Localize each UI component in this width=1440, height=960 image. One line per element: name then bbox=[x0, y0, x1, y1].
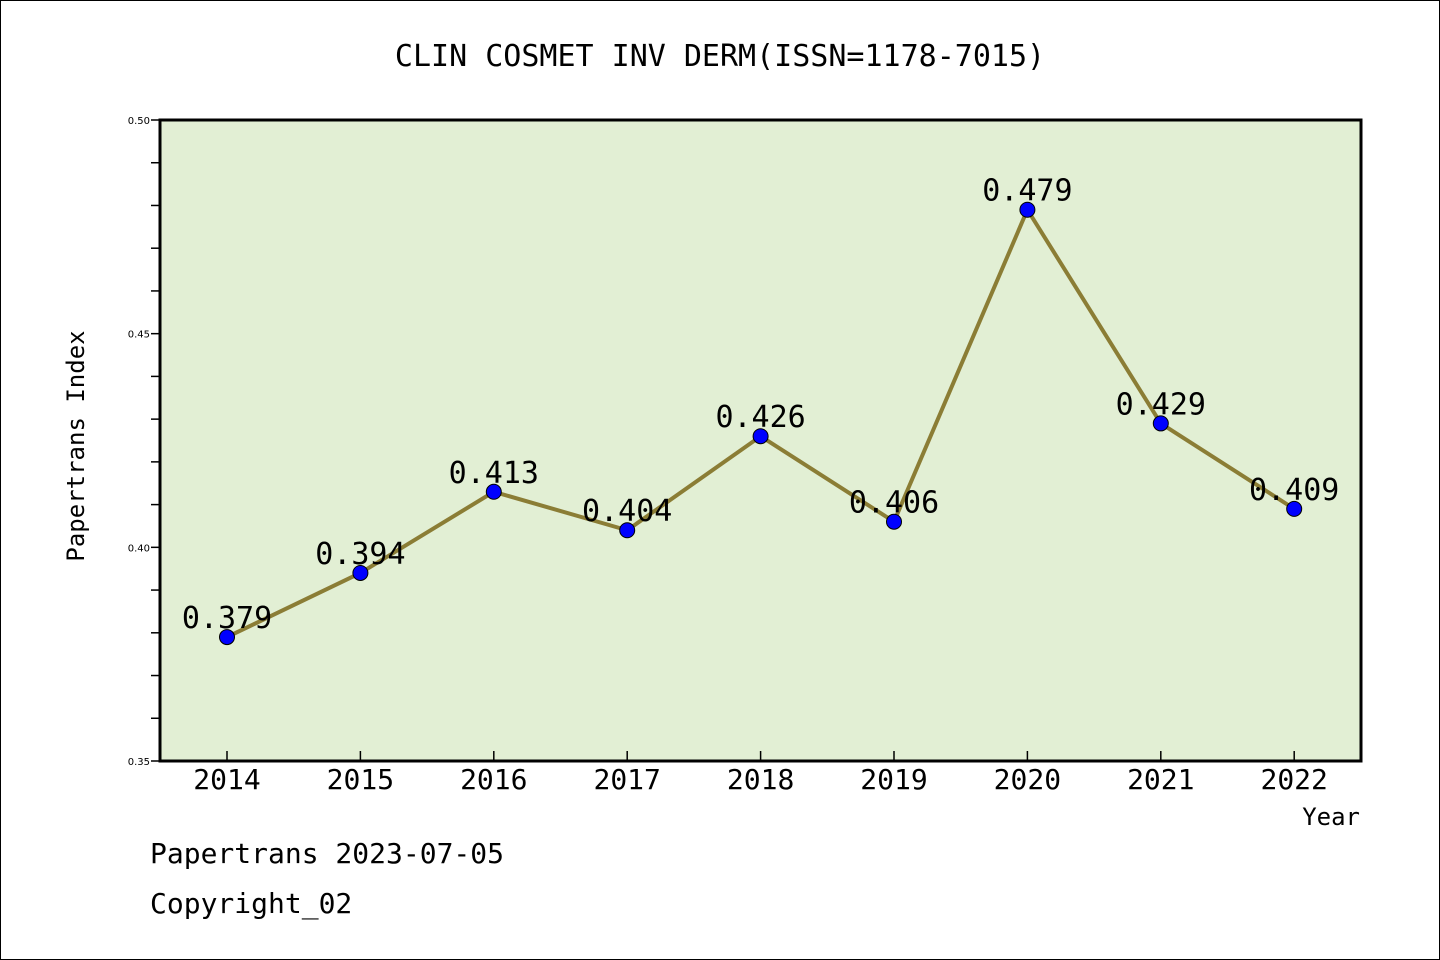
x-tick-label: 2020 bbox=[994, 763, 1061, 796]
x-axis-label: Year bbox=[1302, 803, 1360, 831]
y-tick-label: 0.45 bbox=[128, 330, 150, 341]
data-label: 0.409 bbox=[1249, 473, 1339, 508]
y-axis-label: Papertrans Index bbox=[62, 330, 90, 561]
x-tick-label: 2016 bbox=[460, 763, 527, 796]
y-tick-label: 0.50 bbox=[128, 116, 150, 127]
data-label: 0.394 bbox=[315, 537, 405, 572]
data-point bbox=[619, 522, 636, 539]
data-point bbox=[352, 564, 369, 581]
data-label: 0.379 bbox=[182, 601, 272, 636]
x-axis: 2014 2015 2016 2017 2018 2019 2020 2021 2022 bbox=[193, 751, 1328, 796]
x-tick-label: 2015 bbox=[327, 763, 394, 796]
x-tick-label: 2017 bbox=[593, 763, 660, 796]
chart-title: CLIN COSMET INV DERM(ISSN=1178-7015) bbox=[395, 39, 1045, 74]
x-tick-label: 2021 bbox=[1127, 763, 1194, 796]
series-markers bbox=[219, 201, 1303, 646]
data-point bbox=[485, 483, 502, 500]
data-label: 0.406 bbox=[849, 486, 939, 521]
y-tick-label: 0.40 bbox=[128, 543, 150, 554]
data-point bbox=[1019, 201, 1036, 218]
footer-copyright: Copyright_02 bbox=[150, 887, 352, 921]
y-tick-label: 0.35 bbox=[128, 757, 150, 768]
x-tick-label: 2018 bbox=[727, 763, 794, 796]
data-point bbox=[752, 428, 769, 445]
x-tick-label: 2019 bbox=[860, 763, 927, 796]
x-tick-label: 2022 bbox=[1260, 763, 1327, 796]
data-point bbox=[886, 513, 902, 530]
data-point bbox=[1152, 415, 1169, 432]
y-axis: 0.35 0.40 0.45 0.50 bbox=[128, 116, 160, 768]
x-tick-label: 2014 bbox=[193, 763, 260, 796]
data-label: 0.404 bbox=[582, 494, 672, 529]
data-label: 0.479 bbox=[982, 174, 1072, 209]
data-point bbox=[1286, 500, 1303, 517]
data-label: 0.426 bbox=[715, 400, 805, 435]
data-label: 0.413 bbox=[449, 456, 539, 491]
data-labels: 0.379 0.394 0.413 0.404 0.426 0.406 0.479 0.429… bbox=[182, 174, 1340, 636]
data-point bbox=[219, 629, 235, 646]
data-label: 0.429 bbox=[1116, 387, 1206, 422]
footer-date: Papertrans 2023-07-05 bbox=[150, 837, 504, 870]
